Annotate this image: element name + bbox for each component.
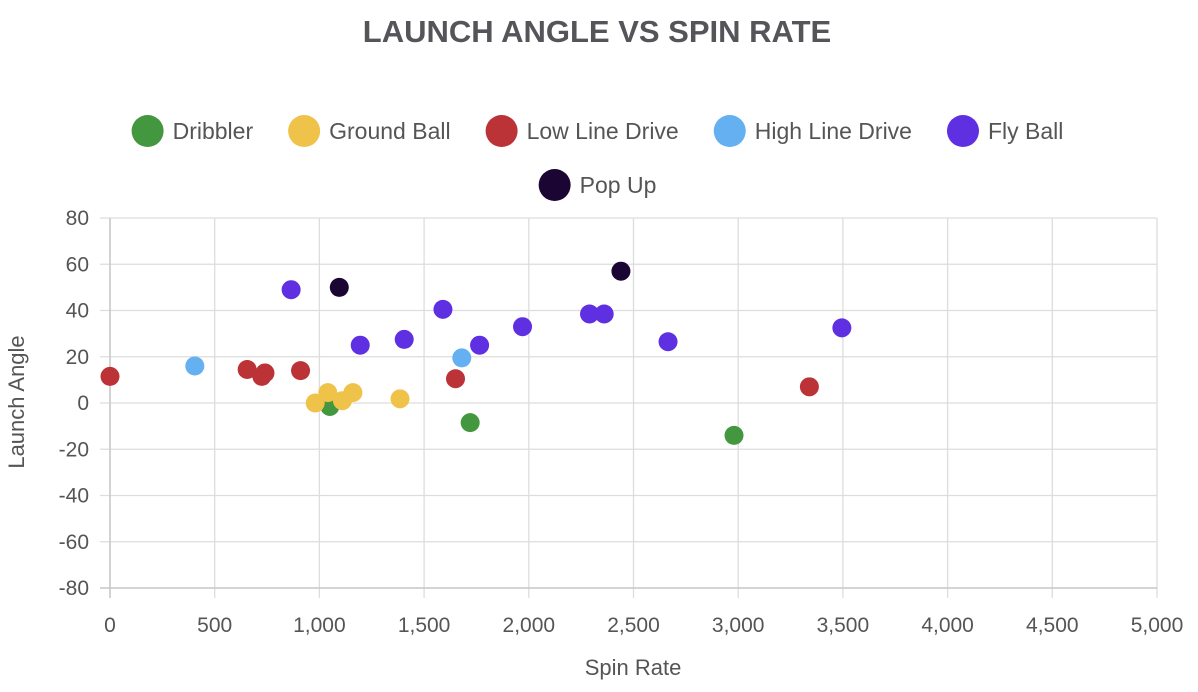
point-fly-ball [394,329,414,349]
point-pop-up [611,261,631,281]
y-axis-ticks: 80 60 40 20 0 -20 -40 -60 -80 [59,207,89,600]
legend-label: Fly Ball [988,118,1063,144]
legend-item-low-line-drive[interactable]: Low Line Drive [485,115,679,147]
point-fly-ball [832,318,852,338]
point-fly-ball [281,280,301,300]
chart-title: LAUNCH ANGLE VS SPIN RATE [363,14,831,49]
y-tick-label: 20 [66,346,89,369]
y-tick-label: -20 [59,438,89,461]
y-tick-label: -40 [59,485,89,508]
legend-label: Ground Ball [329,118,450,144]
legend-label: Dribbler [173,118,254,144]
x-tick-label: 4,500 [1026,614,1079,637]
x-axis-ticks: 0 500 1,000 1,500 2,000 2,500 3,000 3,500 4,000 4… [104,614,1183,637]
legend-label: Pop Up [580,172,657,198]
legend-marker [485,115,518,147]
x-tick-label: 500 [197,614,232,637]
x-tick-label: 1,500 [398,614,451,637]
x-tick-label: 3,000 [712,614,765,637]
legend-item-pop-up[interactable]: Pop Up [538,169,657,201]
legend-label: Low Line Drive [527,118,679,144]
data-points [100,261,852,445]
legend-item-dribbler[interactable]: Dribbler [131,115,254,147]
y-tick-label: 0 [77,392,89,415]
point-fly-ball [470,335,490,355]
x-tick-label: 3,500 [817,614,870,637]
x-tick-label: 2,000 [503,614,556,637]
legend: Dribbler Ground Ball Low Line Drive High Li… [131,115,1063,201]
point-ground-ball [390,389,410,409]
x-tick-label: 0 [104,614,116,637]
x-tick-label: 5,000 [1131,614,1184,637]
legend-item-fly-ball[interactable]: Fly Ball [946,115,1063,147]
point-pop-up [329,277,349,297]
point-low-line-drive [255,363,275,383]
point-dribbler [460,413,480,433]
grid [100,217,1158,598]
legend-marker [946,115,979,147]
y-tick-label: 40 [66,300,89,323]
legend-marker [131,115,164,147]
legend-marker [713,115,746,147]
legend-label: High Line Drive [755,118,912,144]
point-ground-ball [318,383,338,403]
point-dribbler [724,425,744,445]
x-tick-label: 2,500 [607,614,660,637]
y-tick-label: -60 [59,531,89,554]
x-tick-label: 1,000 [293,614,346,637]
legend-item-high-line-drive[interactable]: High Line Drive [713,115,912,147]
point-fly-ball [513,317,533,337]
point-fly-ball [658,332,678,352]
point-ground-ball [343,383,363,403]
point-ground-ball [305,393,325,413]
point-low-line-drive [446,369,466,389]
y-tick-label: 60 [66,253,89,276]
y-tick-label: -80 [59,577,89,600]
legend-marker [288,115,321,147]
point-fly-ball [580,304,600,324]
legend-marker [538,169,571,201]
point-fly-ball [594,304,614,324]
x-tick-label: 4,000 [921,614,974,637]
point-low-line-drive [799,377,819,397]
point-low-line-drive [100,366,120,386]
point-high-line-drive [185,356,205,376]
point-low-line-drive [291,361,311,381]
y-tick-label: 80 [66,207,89,230]
point-high-line-drive [452,348,472,368]
point-low-line-drive [237,359,257,379]
legend-item-ground-ball[interactable]: Ground Ball [288,115,451,147]
x-axis-label: Spin Rate [585,655,682,680]
y-axis-label: Launch Angle [4,335,29,468]
point-fly-ball [350,335,370,355]
point-fly-ball [433,299,453,319]
